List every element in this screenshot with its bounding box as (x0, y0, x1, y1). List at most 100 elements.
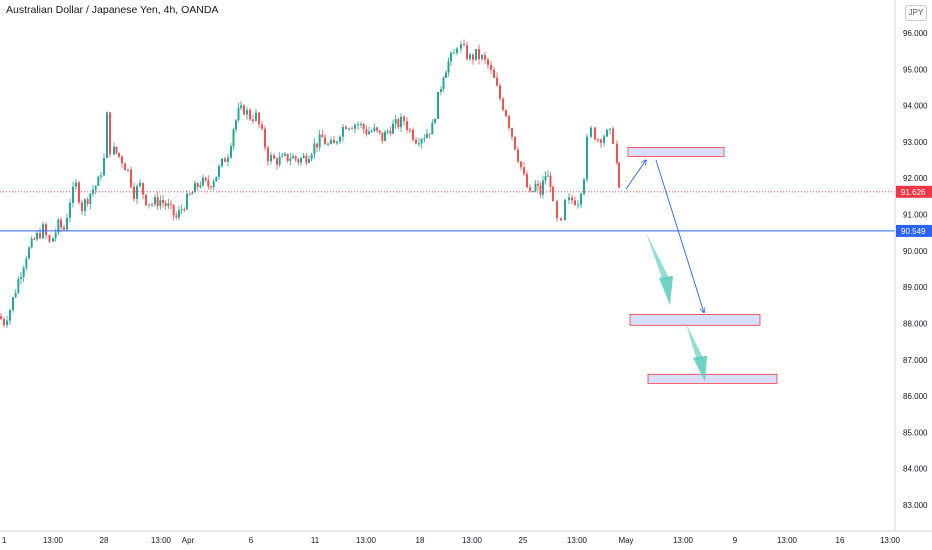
candle-body (316, 143, 318, 148)
candle-body (381, 132, 384, 142)
candle-body (199, 185, 202, 187)
candle-body (409, 129, 411, 131)
y-tick-label: 89.000 (903, 283, 928, 292)
candle-body (583, 179, 585, 194)
y-tick-label: 90.000 (903, 247, 928, 256)
candle-body (612, 128, 614, 144)
candle-body (434, 118, 436, 123)
candle-body (267, 147, 269, 162)
candle-body (194, 183, 196, 193)
candle-body (264, 128, 266, 148)
candle-body (502, 98, 504, 111)
target-zone (627, 146, 725, 157)
candle-body (406, 121, 408, 130)
candle-body (118, 152, 120, 157)
candle-body (113, 146, 115, 155)
candle-body (484, 55, 486, 60)
candle-body (351, 128, 353, 130)
candle-body (520, 161, 522, 168)
candle-body (357, 124, 359, 126)
candle-body (537, 183, 539, 186)
support-level-tag (896, 224, 932, 237)
candle-body (597, 139, 599, 141)
candle-body (151, 204, 153, 206)
x-tick-label: 13:00 (43, 536, 64, 545)
candle-body (339, 136, 341, 142)
candle-body (246, 110, 248, 115)
candle-body (460, 44, 462, 49)
candle-body (86, 199, 89, 204)
x-tick-label: 6 (249, 536, 254, 545)
candle-body (106, 112, 108, 159)
candle-body (164, 202, 167, 206)
candle-body (289, 158, 292, 161)
candle-body (354, 124, 356, 129)
candle-body (463, 44, 465, 46)
candle-body (571, 197, 573, 201)
x-tick-label: 13:00 (880, 536, 901, 545)
candle-body (327, 143, 329, 145)
candle-body (89, 193, 92, 204)
currency-badge[interactable]: JPY (905, 5, 927, 21)
candle-body (508, 116, 510, 128)
candle-body (560, 218, 562, 221)
candle-body (426, 133, 428, 138)
candle-body (384, 131, 386, 142)
candle-body (270, 155, 272, 162)
arrows-layer (625, 160, 707, 382)
candle-body (360, 124, 362, 126)
candle-body (397, 119, 400, 128)
candle-body (394, 119, 397, 124)
x-tick-label: May (618, 536, 633, 545)
candle-body (469, 54, 471, 59)
zones-layer (627, 146, 778, 384)
candle-body (159, 200, 162, 207)
candle-body (14, 292, 17, 298)
candle-body (586, 136, 588, 180)
candle-body (445, 72, 447, 78)
candle-body (547, 175, 549, 177)
x-tick-label: 13:00 (777, 536, 798, 545)
candle-body (534, 183, 537, 192)
x-tick-label: 13:00 (151, 536, 172, 545)
candle-body (313, 143, 316, 155)
candle-body (154, 197, 156, 205)
candle-body (235, 120, 237, 130)
candle-body (124, 163, 126, 171)
candle-body (574, 200, 576, 206)
candle-body (308, 159, 310, 163)
candle-body (590, 127, 592, 137)
candle-body (514, 136, 516, 150)
candle-body (493, 69, 495, 78)
candle-body (342, 126, 344, 137)
candle-body (389, 131, 392, 134)
y-tick-label: 83.000 (903, 501, 928, 510)
candle-body (333, 139, 335, 144)
y-tick-label: 87.000 (903, 356, 928, 365)
candle-body (450, 52, 452, 62)
candle-body (17, 279, 20, 293)
candle-body (162, 200, 164, 203)
candle-body (28, 247, 30, 259)
candle-body (210, 186, 212, 188)
y-tick-label: 96.000 (903, 29, 928, 38)
candle-body (481, 55, 483, 59)
candle-body (539, 185, 542, 195)
candle-body (63, 227, 65, 230)
candle-body (378, 130, 381, 133)
candle-body (392, 123, 394, 134)
candle-body (348, 128, 350, 130)
candle-body (127, 169, 129, 171)
candle-body (191, 192, 194, 195)
candle-body (580, 193, 582, 205)
candle-body (156, 197, 159, 207)
candle-body (400, 116, 402, 128)
candle-body (255, 112, 257, 121)
candle-body (532, 191, 534, 193)
y-tick-label: 93.000 (903, 138, 928, 147)
candle-body (240, 105, 242, 108)
candle-body (324, 137, 326, 145)
y-tick-label: 86.000 (903, 392, 928, 401)
